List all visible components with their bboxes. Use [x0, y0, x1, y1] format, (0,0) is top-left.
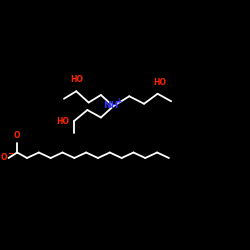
Text: NH: NH	[103, 100, 118, 110]
Text: +: +	[116, 97, 122, 106]
Text: −: −	[7, 150, 14, 158]
Text: O: O	[14, 132, 20, 140]
Text: HO: HO	[154, 78, 166, 87]
Text: HO: HO	[70, 76, 83, 84]
Text: HO: HO	[56, 117, 69, 126]
Text: O: O	[1, 152, 7, 162]
